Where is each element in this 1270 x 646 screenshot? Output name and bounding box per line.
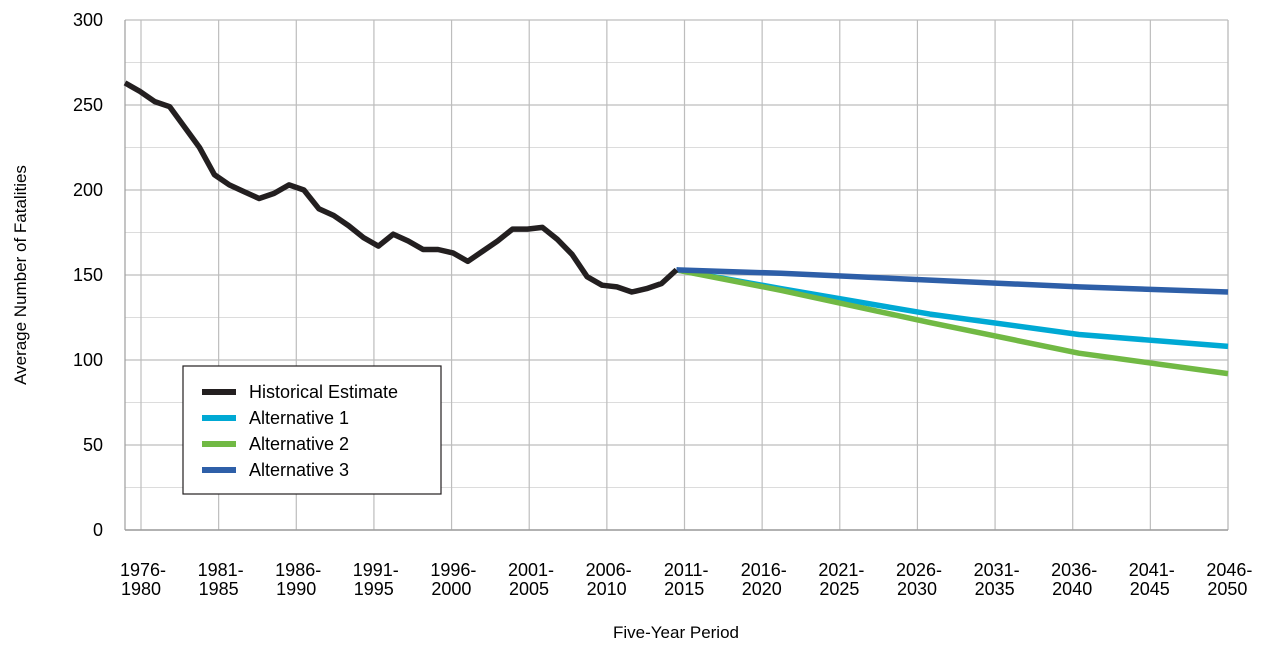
x-tick-label: 2021-2025 — [818, 560, 864, 599]
y-tick-label: 100 — [73, 350, 103, 370]
x-tick-label: 1991-1995 — [353, 560, 399, 599]
x-tick-label: 2016-2020 — [741, 560, 787, 599]
x-tick-label: 2026-2030 — [896, 560, 942, 599]
y-tick-label: 0 — [93, 520, 103, 540]
x-tick-label: 2031-2035 — [974, 560, 1020, 599]
x-tick-label: 2036-2040 — [1051, 560, 1097, 599]
y-axis-title: Average Number of Fatalities — [11, 165, 30, 385]
legend-label: Alternative 3 — [249, 460, 349, 480]
x-tick-label: 1981-1985 — [198, 560, 244, 599]
x-tick-label: 2011-2015 — [664, 560, 709, 599]
x-axis-ticks: 1976-1980 1981-1985 1986-1990 1991-1995 1996… — [120, 560, 1252, 599]
series-line-alternative-2 — [675, 267, 1229, 377]
x-tick-label: 1996-2000 — [430, 560, 476, 599]
x-axis-title: Five-Year Period — [613, 623, 739, 642]
x-tick-label: 2006-2010 — [586, 560, 632, 599]
x-tick-label: 2041-2045 — [1129, 560, 1175, 599]
series-line-historical-estimate — [123, 80, 679, 295]
x-tick-label: 2001-2005 — [508, 560, 554, 599]
y-tick-label: 300 — [73, 10, 103, 30]
x-tick-label: 1986-1990 — [275, 560, 321, 599]
y-axis-ticks: 0 50 100 150 200 250 300 — [73, 10, 103, 540]
series-line-alternative-3 — [676, 267, 1229, 295]
y-tick-label: 50 — [83, 435, 103, 455]
legend: Historical Estimate Alternative 1 Alternat… — [182, 365, 442, 495]
legend-label: Alternative 1 — [249, 408, 349, 428]
x-tick-label: 1976-1980 — [120, 560, 166, 599]
y-tick-label: 150 — [73, 265, 103, 285]
legend-label: Historical Estimate — [249, 382, 398, 402]
legend-label: Alternative 2 — [249, 434, 349, 454]
x-tick-label: 2046-2050 — [1206, 560, 1252, 599]
y-tick-label: 250 — [73, 95, 103, 115]
series-lines — [123, 80, 1229, 377]
y-tick-label: 200 — [73, 180, 103, 200]
grid — [124, 19, 1229, 531]
